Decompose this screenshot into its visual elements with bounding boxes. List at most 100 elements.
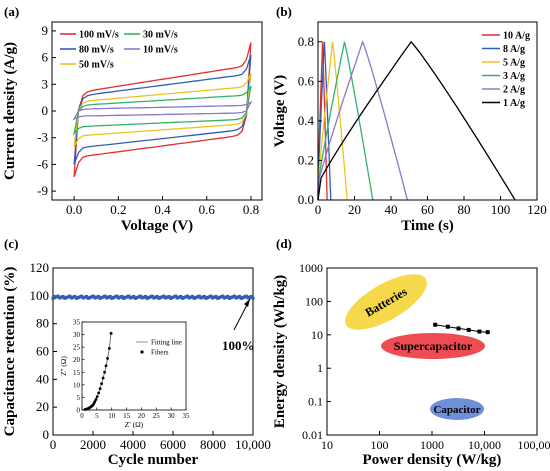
data-point — [180, 296, 185, 300]
data-point — [64, 295, 69, 300]
panel-d: (d) 10 100 1000 10,000 100,000 0.01 0.1 1 10 100 10… — [272, 236, 550, 468]
series-line-3Ag — [317, 41, 374, 201]
data-point — [244, 294, 248, 298]
data-point — [234, 296, 238, 300]
panel-c-y-axis-label: Capacitance retention (%) — [2, 267, 18, 437]
inset-frame — [81, 321, 187, 411]
panel-a-x-tick-label: 0.0 — [66, 202, 82, 217]
data-point — [78, 295, 82, 299]
panel-d-y-tick-label: 0.01 — [302, 428, 323, 442]
inset-data-point — [97, 391, 101, 395]
data-point — [217, 295, 221, 300]
data-point — [232, 294, 237, 298]
inset-x-tick-label: 25 — [153, 412, 161, 420]
data-point — [211, 296, 215, 300]
panel-d-y-axis-label: Energy density (Wh/kg) — [272, 275, 288, 428]
data-point — [248, 295, 252, 299]
panel-a-y-axis-label: Current density (A/g) — [2, 42, 18, 180]
panel-d-x-tick-label: 100 — [371, 438, 389, 452]
series-line-8Ag — [317, 41, 332, 201]
inset-data-point — [95, 395, 99, 399]
data-point — [101, 295, 106, 299]
panel-c-y-tick-label: 80 — [36, 316, 49, 331]
data-point — [83, 295, 87, 299]
data-point — [229, 295, 233, 300]
panel-b-x-tick-label: 40 — [385, 202, 398, 217]
panel-b-y-tick-label: 0.6 — [298, 73, 315, 88]
panel-a-x-tick-label: 0.6 — [199, 202, 216, 217]
legend-label: 10 A/g — [503, 31, 530, 42]
data-point — [73, 294, 77, 299]
region-supercapacitor — [381, 333, 485, 359]
data-point — [103, 294, 107, 298]
data-point — [169, 296, 173, 300]
inset-data-point — [109, 331, 113, 335]
data-point — [204, 296, 208, 300]
data-point — [116, 296, 121, 300]
inset-x-tick-label: 15 — [123, 412, 131, 420]
data-point — [120, 294, 124, 299]
data-point — [222, 296, 227, 300]
data-point — [249, 294, 253, 299]
data-point — [164, 296, 168, 300]
panel-d-x-tick-label: 10 — [321, 438, 333, 452]
annotation-label: 100% — [222, 338, 255, 353]
data-point — [190, 294, 195, 299]
data-point — [74, 296, 79, 300]
data-point — [111, 295, 116, 300]
panel-a-x-tick-label: 0.2 — [110, 202, 126, 217]
panel-b-y-tick-label: 0.0 — [298, 192, 314, 207]
data-point — [167, 294, 171, 299]
data-point — [86, 296, 90, 300]
panel-a-y-tick-label: -9 — [37, 183, 48, 198]
data-point — [135, 295, 139, 300]
data-point — [133, 296, 137, 300]
panel-b-y-tick-label: 0.4 — [298, 113, 315, 128]
data-point — [128, 296, 132, 300]
data-point — [76, 295, 80, 300]
panel-c-y-tick-label: 20 — [36, 399, 49, 414]
region-label-supercapacitor: Supercapacitor — [394, 339, 473, 353]
panel-b-x-tick-label: 60 — [421, 202, 434, 217]
ragone-data-point — [433, 322, 438, 327]
data-point — [121, 296, 126, 300]
data-point — [81, 296, 85, 300]
data-point — [212, 295, 216, 299]
data-point — [106, 295, 111, 299]
data-point — [206, 295, 210, 300]
data-point — [199, 296, 203, 300]
data-point — [100, 295, 104, 300]
data-point — [202, 294, 206, 299]
data-point — [53, 295, 57, 300]
data-point — [118, 295, 122, 299]
data-point — [221, 294, 225, 298]
panel-c-y-tick-label: 100 — [30, 288, 50, 303]
data-point — [147, 295, 151, 300]
panel-d-y-tick-label: 0.1 — [308, 395, 323, 409]
data-point — [79, 294, 84, 298]
inset-data-point — [94, 398, 98, 401]
inset-x-tick-label: 10 — [108, 412, 116, 420]
ragone-data-point — [477, 329, 482, 334]
data-point — [158, 295, 163, 300]
data-point — [174, 294, 178, 298]
data-point — [192, 296, 196, 300]
legend-label: 50 mV/s — [79, 60, 114, 71]
data-point — [145, 296, 149, 300]
data-point — [251, 296, 255, 300]
data-point — [59, 295, 64, 299]
data-point — [165, 295, 169, 299]
data-point — [155, 294, 159, 299]
data-point — [110, 296, 114, 300]
data-point — [125, 295, 129, 299]
inset-data-point — [100, 382, 104, 385]
data-point — [96, 294, 100, 299]
inset-data-point — [98, 387, 102, 391]
data-point — [170, 295, 174, 300]
data-point — [187, 296, 191, 300]
panel-d-y-tick-label: 1 — [317, 361, 323, 375]
panel-c-x-tick-label: 0 — [50, 437, 57, 452]
panel-a-label: (a) — [4, 4, 19, 19]
panel-c-y-tick-label: 40 — [36, 371, 49, 386]
